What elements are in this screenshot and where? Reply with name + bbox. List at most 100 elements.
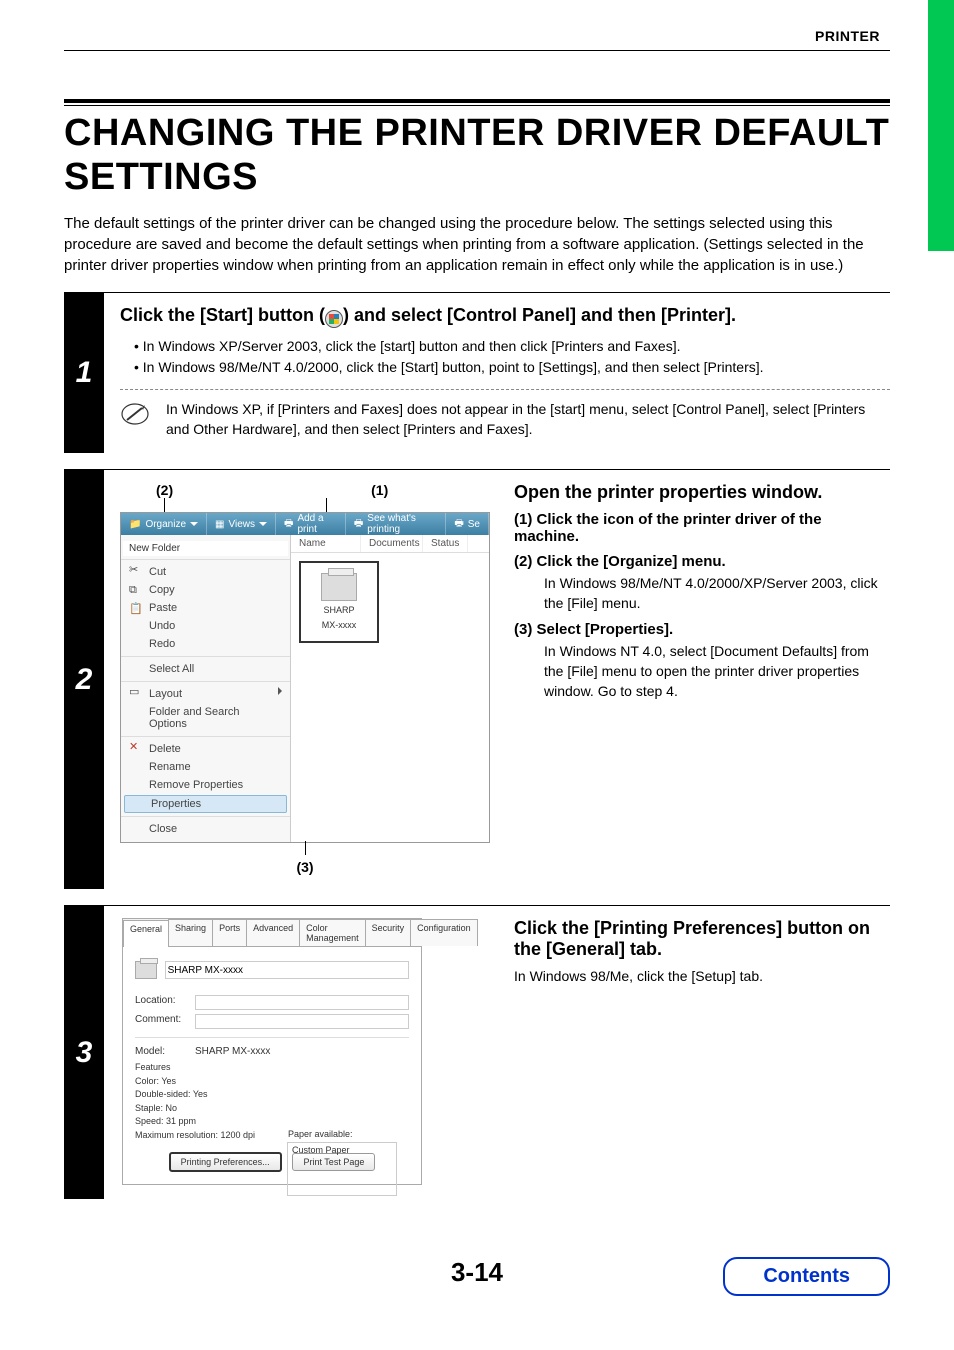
step1-heading-post: ) and select [Control Panel] and then [P… (343, 305, 736, 325)
step1-note-text: In Windows XP, if [Printers and Faxes] d… (166, 400, 890, 439)
menu-redo[interactable]: Redo (121, 635, 290, 653)
paper-available-label: Paper available: (288, 1129, 353, 1139)
printer-name-field[interactable] (165, 961, 409, 979)
step1-bullet-2: In Windows 98/Me/NT 4.0/2000, click the … (134, 357, 890, 377)
step2-item2-desc: In Windows 98/Me/NT 4.0/2000/XP/Server 2… (544, 574, 890, 613)
step-3: 3 General Sharing Ports Advanced Color M… (64, 906, 890, 1199)
menu-close[interactable]: Close (121, 816, 290, 838)
side-green-strip (928, 0, 954, 251)
step3-heading: Click the [Printing Preferences] button … (514, 918, 890, 960)
tab-security[interactable]: Security (365, 919, 412, 946)
model-label: Model: (135, 1046, 195, 1057)
tab-ports[interactable]: Ports (212, 919, 247, 946)
col-name[interactable]: Name (291, 535, 361, 552)
views-label: Views (228, 519, 255, 530)
menu-remove-properties[interactable]: Remove Properties (121, 776, 290, 794)
menu-properties[interactable]: Properties (124, 795, 287, 813)
step2-item3-label: (3) Select [Properties]. (514, 621, 890, 638)
step2-item2-label: (2) Click the [Organize] menu. (514, 553, 890, 570)
location-field[interactable] (195, 995, 409, 1010)
step2-item3-desc: In Windows NT 4.0, select [Document Defa… (544, 642, 890, 701)
printer-name-1: SHARP (323, 605, 354, 616)
see-printing-button[interactable]: 🖶See what's printing (346, 513, 446, 535)
callout-2: (2) (156, 482, 173, 498)
menu-rename[interactable]: Rename (121, 758, 290, 776)
add-label: Add a print (297, 513, 336, 535)
printer-driver-icon[interactable]: SHARP MX-xxxx (299, 561, 379, 643)
page-title: CHANGING THE PRINTER DRIVER DEFAULT SETT… (64, 112, 890, 199)
callout-3: (3) (120, 859, 490, 875)
step2-item1-label: (1) Click the icon of the printer driver… (514, 511, 890, 545)
step-number-3: 3 (64, 906, 104, 1199)
explorer-toolbar: 📁Organize ▦Views 🖶Add a print 🖶See what'… (121, 513, 489, 535)
se-label: Se (468, 519, 480, 530)
tab-color-management[interactable]: Color Management (299, 919, 366, 946)
step2-text: Open the printer properties window. (1) … (514, 482, 890, 875)
intro-paragraph: The default settings of the printer driv… (64, 213, 890, 276)
tab-advanced[interactable]: Advanced (246, 919, 300, 946)
step-1: 1 Click the [Start] button ( ) and select… (64, 293, 890, 453)
feat-color: Color: Yes (135, 1075, 409, 1089)
contents-button[interactable]: Contents (723, 1257, 890, 1296)
explorer-window: 📁Organize ▦Views 🖶Add a print 🖶See what'… (120, 512, 490, 843)
col-documents[interactable]: Documents (361, 535, 423, 552)
step1-bullets: In Windows XP/Server 2003, click the [st… (134, 336, 890, 377)
step-2: 2 (2) (1) 📁Organize ▦Views (64, 470, 890, 889)
tab-configuration[interactable]: Configuration (410, 919, 478, 946)
menu-copy[interactable]: ⧉Copy (121, 581, 290, 599)
organize-menu: New Folder ✂Cut ⧉Copy 📋Paste Undo Redo S… (121, 535, 291, 842)
header-rule (64, 50, 890, 51)
windows-start-icon (325, 310, 343, 328)
printer-name-2: MX-xxxx (322, 620, 357, 631)
title-rule-top (64, 99, 890, 103)
organize-label: Organize (145, 519, 186, 530)
col-status[interactable]: Status (423, 535, 468, 552)
feat-double: Double-sided: Yes (135, 1088, 409, 1102)
menu-paste[interactable]: 📋Paste (121, 599, 290, 617)
menu-undo[interactable]: Undo (121, 617, 290, 635)
printing-preferences-button[interactable]: Printing Preferences... (169, 1152, 282, 1172)
title-rule-top2 (64, 105, 890, 106)
feat-res: Maximum resolution: 1200 dpi (135, 1129, 409, 1143)
menu-select-all[interactable]: Select All (121, 656, 290, 678)
step3-screenshot: General Sharing Ports Advanced Color Man… (120, 918, 490, 1185)
comment-label: Comment: (135, 1014, 195, 1029)
comment-field[interactable] (195, 1014, 409, 1029)
step1-note: In Windows XP, if [Printers and Faxes] d… (120, 400, 890, 439)
model-value: SHARP MX-xxxx (195, 1046, 409, 1057)
toolbar-overflow[interactable]: 🖶Se (446, 513, 489, 535)
feat-staple: Staple: No (135, 1102, 409, 1116)
step3-desc: In Windows 98/Me, click the [Setup] tab. (514, 968, 890, 984)
explorer-content: Name Documents Status SHARP MX-xxxx (291, 535, 489, 842)
add-printer-button[interactable]: 🖶Add a print (276, 513, 346, 535)
location-label: Location: (135, 995, 195, 1010)
paper-available-value: Custom Paper (292, 1145, 392, 1155)
breadcrumb[interactable]: New Folder (123, 541, 288, 556)
menu-folder-options[interactable]: Folder and Search Options (121, 703, 290, 733)
note-pencil-icon (120, 402, 150, 426)
step1-bullet-1: In Windows XP/Server 2003, click the [st… (134, 336, 890, 356)
organize-button[interactable]: 📁Organize (121, 513, 207, 535)
step1-dashed-rule (120, 389, 890, 390)
step-number-1: 1 (64, 293, 104, 453)
page-content: PRINTER CHANGING THE PRINTER DRIVER DEFA… (0, 0, 954, 1199)
step1-heading: Click the [Start] button ( ) and select [… (120, 305, 890, 328)
printer-small-icon (135, 961, 157, 979)
paper-available-box: Paper available: Custom Paper (287, 1142, 397, 1196)
features-label: Features (135, 1061, 409, 1075)
features-block: Features Color: Yes Double-sided: Yes St… (135, 1061, 409, 1142)
feat-speed: Speed: 31 ppm (135, 1115, 409, 1129)
step2-heading: Open the printer properties window. (514, 482, 890, 503)
menu-delete[interactable]: ✕Delete (121, 736, 290, 758)
callout-1: (1) (371, 482, 388, 498)
properties-tabs: General Sharing Ports Advanced Color Man… (123, 919, 421, 947)
step1-heading-pre: Click the [Start] button ( (120, 305, 325, 325)
step-number-2: 2 (64, 470, 104, 889)
menu-layout[interactable]: ▭Layout (121, 681, 290, 703)
properties-window: General Sharing Ports Advanced Color Man… (122, 918, 422, 1185)
tab-general[interactable]: General (123, 920, 169, 947)
tab-sharing[interactable]: Sharing (168, 919, 213, 946)
menu-cut[interactable]: ✂Cut (121, 559, 290, 581)
views-button[interactable]: ▦Views (207, 513, 276, 535)
step2-screenshot: (2) (1) 📁Organize ▦Views 🖶Add a print 🖶S… (120, 482, 490, 875)
